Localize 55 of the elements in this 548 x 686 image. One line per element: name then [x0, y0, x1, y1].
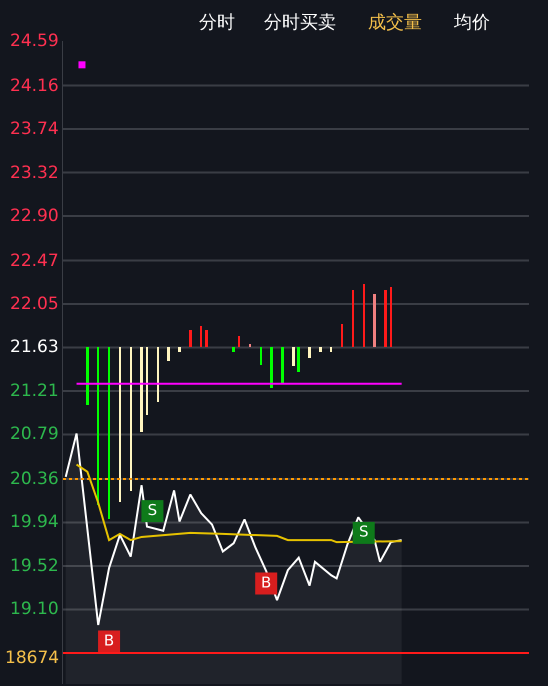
data-label: B	[104, 631, 114, 650]
bar	[390, 287, 392, 347]
y-tick-label: 24.59	[10, 31, 59, 51]
bar	[249, 344, 251, 347]
bar	[205, 330, 208, 347]
bar	[308, 347, 311, 358]
y-tick-label: 23.74	[10, 119, 59, 139]
text: 均价	[453, 12, 490, 33]
bar	[297, 347, 300, 372]
bar	[373, 294, 376, 347]
y-tick-label: 21.63	[10, 337, 59, 357]
bar	[352, 290, 354, 347]
y-tick-label: 20.36	[10, 469, 59, 489]
y-tick-label: 21.21	[10, 381, 59, 401]
text: 成交量	[368, 12, 422, 33]
bar	[232, 347, 235, 352]
y-tick-label: 22.90	[10, 206, 59, 226]
bar	[319, 347, 322, 352]
y-tick-label: 19.52	[10, 556, 59, 576]
bar	[341, 324, 343, 347]
bar	[189, 330, 192, 347]
y-tick-label: 24.16	[10, 76, 59, 96]
bar	[292, 347, 295, 366]
bar	[281, 347, 284, 384]
bar	[146, 347, 148, 415]
y-tick-label: 20.79	[10, 424, 59, 444]
y-tick-label: 23.32	[10, 163, 59, 183]
data-label: S	[358, 522, 368, 541]
y-tick-label: 22.05	[10, 294, 59, 314]
bar	[108, 347, 110, 519]
bar	[200, 326, 202, 347]
y-tick-label: 19.94	[10, 512, 59, 532]
data-label: S	[148, 500, 158, 519]
bar	[178, 347, 181, 352]
bar	[140, 347, 143, 432]
bar	[238, 336, 240, 347]
bar	[270, 347, 273, 388]
bar	[97, 347, 99, 505]
y-tick-label: 22.47	[10, 251, 59, 271]
bar	[330, 347, 332, 352]
bar	[157, 347, 159, 402]
bar	[363, 284, 365, 347]
bar	[86, 347, 89, 405]
y-tick-label: 19.10	[10, 599, 59, 619]
text: 分时买卖	[264, 12, 336, 33]
bar	[130, 347, 132, 491]
line-series	[76, 463, 403, 544]
bar	[167, 347, 170, 361]
text: 18674	[5, 648, 60, 668]
data-label: B	[261, 573, 272, 592]
bar	[119, 347, 121, 502]
bar	[260, 347, 262, 365]
text: 分时	[199, 12, 235, 33]
point	[78, 61, 86, 68]
bar	[384, 290, 387, 347]
